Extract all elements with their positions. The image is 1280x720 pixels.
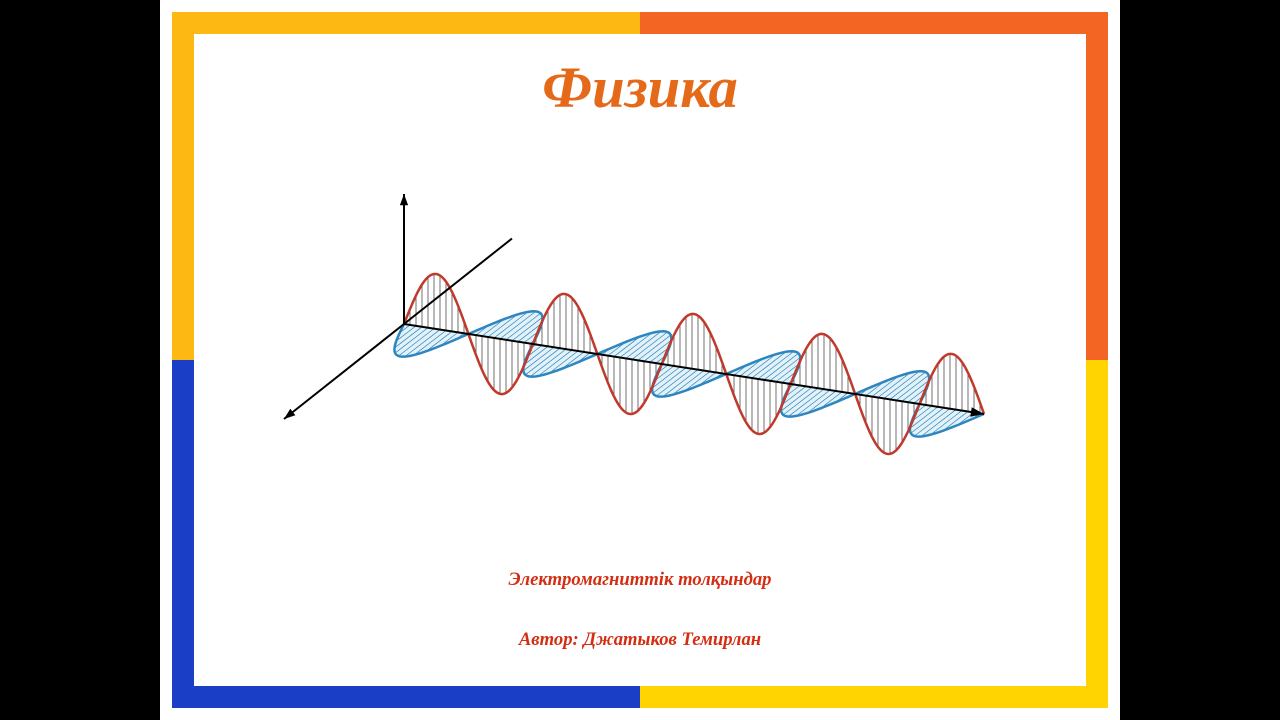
slide-subtitle: Электромагниттік толқындар bbox=[194, 569, 1086, 591]
frame-bottom-left bbox=[172, 686, 640, 708]
slide-content: Физика Электромагниттік толқындар Автор:… bbox=[194, 34, 1086, 686]
frame-left-top bbox=[172, 12, 194, 360]
frame-right-bottom bbox=[1086, 360, 1108, 708]
slide-title: Физика bbox=[194, 54, 1086, 121]
frame-top-left bbox=[172, 12, 640, 34]
letterbox-right bbox=[1120, 0, 1280, 720]
frame-right-top bbox=[1086, 12, 1108, 360]
em-wave-diagram bbox=[264, 174, 1024, 514]
frame-bottom-right bbox=[640, 686, 1108, 708]
frame-top-right bbox=[640, 12, 1108, 34]
letterbox-left bbox=[0, 0, 160, 720]
slide-author: Автор: Джатыков Темирлан bbox=[194, 629, 1086, 651]
slide: Физика Электромагниттік толқындар Автор:… bbox=[160, 0, 1120, 720]
frame-left-bottom bbox=[172, 360, 194, 708]
em-wave-svg bbox=[264, 174, 1024, 514]
